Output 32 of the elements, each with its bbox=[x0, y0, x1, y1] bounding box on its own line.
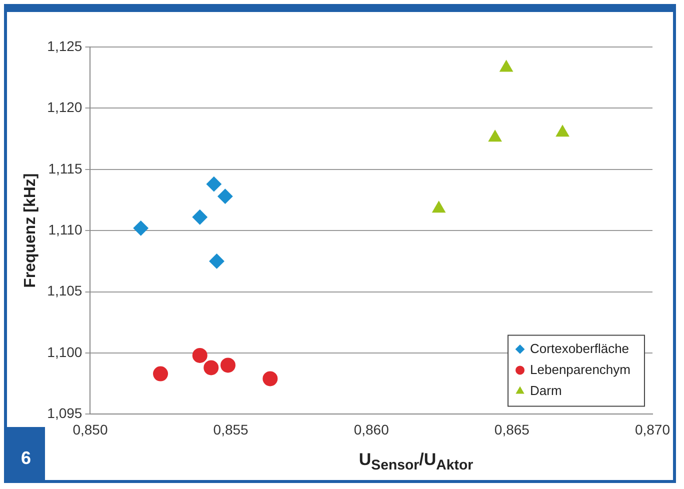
point bbox=[220, 358, 236, 373]
x-tick-label: 0,855 bbox=[213, 421, 249, 438]
text: 6 bbox=[20, 446, 32, 470]
point bbox=[432, 201, 446, 213]
point bbox=[218, 188, 233, 204]
y-tick-label: 1,125 bbox=[47, 38, 82, 54]
y-tick-label: 1,120 bbox=[47, 99, 82, 116]
x-tick-label: 0,865 bbox=[494, 421, 530, 438]
point bbox=[192, 348, 208, 363]
point bbox=[209, 254, 224, 269]
y-axis-title: Frequenz [kHz] bbox=[22, 173, 40, 288]
legend-label: Lebenparenchym bbox=[530, 362, 630, 377]
legend-label: Cortexoberfläche bbox=[530, 340, 630, 356]
point bbox=[556, 125, 570, 137]
point bbox=[204, 360, 219, 376]
point bbox=[206, 176, 222, 192]
x-tick-label: 0,860 bbox=[354, 421, 390, 438]
legend-label: Darm bbox=[530, 382, 562, 398]
y-tick-label: 1,110 bbox=[48, 221, 82, 238]
y-tick-label: 1,115 bbox=[48, 160, 82, 176]
point bbox=[488, 130, 502, 142]
point bbox=[133, 220, 148, 236]
point bbox=[192, 210, 208, 225]
y-tick-label: 1,095 bbox=[47, 405, 82, 422]
point bbox=[500, 60, 513, 72]
y-tick-label: 1,105 bbox=[47, 282, 82, 299]
x-tick-label: 0,850 bbox=[72, 421, 108, 438]
point bbox=[262, 371, 278, 386]
point bbox=[153, 366, 168, 382]
x-axis-title: U$_{Sensor}$/U$_{Aktor}$ bbox=[358, 450, 474, 474]
x-tick-label: 0,870 bbox=[634, 421, 670, 438]
y-tick-label: 1,100 bbox=[47, 344, 82, 360]
